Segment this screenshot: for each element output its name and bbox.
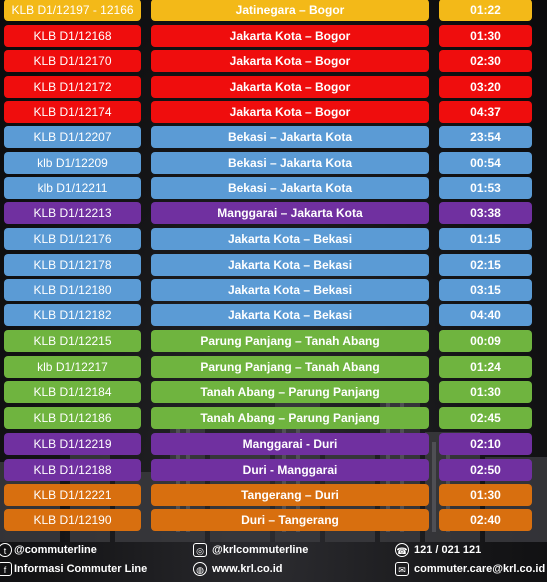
route-name: Tanah Abang – Parung Panjang bbox=[151, 381, 429, 403]
route-name: Bekasi – Jakarta Kota bbox=[151, 177, 429, 199]
route-name: Jakarta Kota – Bogor bbox=[151, 50, 429, 72]
departure-time: 01:30 bbox=[439, 381, 532, 403]
train-number: KLB D1/12219 bbox=[4, 433, 141, 455]
departure-time: 01:53 bbox=[439, 177, 532, 199]
globe-icon: ◍ bbox=[193, 562, 207, 576]
schedule-row: klb D1/12217 Parung Panjang – Tanah Abang… bbox=[0, 356, 547, 378]
route-name: Jakarta Kota – Bekasi bbox=[151, 228, 429, 250]
schedule-row: KLB D1/12207 Bekasi – Jakarta Kota 23:54 bbox=[0, 126, 547, 148]
route-name: Jakarta Kota – Bogor bbox=[151, 25, 429, 47]
schedule-row: KLB D1/12168 Jakarta Kota – Bogor 01:30 bbox=[0, 25, 547, 47]
facebook-icon: f bbox=[0, 562, 12, 576]
train-number: KLB D1/12207 bbox=[4, 126, 141, 148]
route-name: Jakarta Kota – Bogor bbox=[151, 76, 429, 98]
departure-time: 04:37 bbox=[439, 101, 532, 123]
phone-icon: ☎ bbox=[395, 543, 409, 557]
facebook-page[interactable]: Informasi Commuter Line bbox=[14, 563, 148, 575]
schedule-row: KLB D1/12176 Jakarta Kota – Bekasi 01:15 bbox=[0, 228, 547, 250]
train-number: KLB D1/12172 bbox=[4, 76, 141, 98]
departure-time: 00:09 bbox=[439, 330, 532, 352]
departure-time: 02:40 bbox=[439, 509, 532, 531]
departure-time: 04:40 bbox=[439, 304, 532, 326]
route-name: Manggarai – Jakarta Kota bbox=[151, 202, 429, 224]
schedule-row: KLB D1/12182 Jakarta Kota – Bekasi 04:40 bbox=[0, 304, 547, 326]
departure-time: 03:38 bbox=[439, 202, 532, 224]
website-link[interactable]: www.krl.co.id bbox=[212, 563, 283, 575]
route-name: Tangerang – Duri bbox=[151, 484, 429, 506]
departure-time: 02:30 bbox=[439, 50, 532, 72]
departure-time: 01:15 bbox=[439, 228, 532, 250]
route-name: Duri – Tangerang bbox=[151, 509, 429, 531]
route-name: Jakarta Kota – Bekasi bbox=[151, 279, 429, 301]
train-number: KLB D1/12197 - 12166 bbox=[4, 0, 141, 21]
footer-contacts: t @commuterline f Informasi Commuter Lin… bbox=[0, 540, 547, 582]
route-name: Parung Panjang – Tanah Abang bbox=[151, 330, 429, 352]
train-number: KLB D1/12215 bbox=[4, 330, 141, 352]
mail-icon: ✉ bbox=[395, 562, 409, 576]
route-name: Duri - Manggarai bbox=[151, 459, 429, 481]
train-number: klb D1/12217 bbox=[4, 356, 141, 378]
schedule-row: KLB D1/12219 Manggarai - Duri 02:10 bbox=[0, 433, 547, 455]
train-number: KLB D1/12168 bbox=[4, 25, 141, 47]
train-number: KLB D1/12176 bbox=[4, 228, 141, 250]
schedule-row: KLB D1/12197 - 12166 Jatinegara – Bogor 01… bbox=[0, 0, 547, 21]
departure-time: 00:54 bbox=[439, 152, 532, 174]
departure-time: 01:24 bbox=[439, 356, 532, 378]
route-name: Jakarta Kota – Bogor bbox=[151, 101, 429, 123]
train-number: KLB D1/12178 bbox=[4, 254, 141, 276]
route-name: Manggarai - Duri bbox=[151, 433, 429, 455]
route-name: Jakarta Kota – Bekasi bbox=[151, 254, 429, 276]
schedule-row: KLB D1/12174 Jakarta Kota – Bogor 04:37 bbox=[0, 101, 547, 123]
schedule-row: KLB D1/12213 Manggarai – Jakarta Kota 03:3… bbox=[0, 202, 547, 224]
train-number: klb D1/12209 bbox=[4, 152, 141, 174]
schedule-row: KLB D1/12170 Jakarta Kota – Bogor 02:30 bbox=[0, 50, 547, 72]
schedule-row: KLB D1/12180 Jakarta Kota – Bekasi 03:15 bbox=[0, 279, 547, 301]
twitter-handle[interactable]: @commuterline bbox=[14, 544, 97, 556]
email-address[interactable]: commuter.care@krl.co.id bbox=[414, 563, 546, 575]
schedule-row: KLB D1/12184 Tanah Abang – Parung Panjang… bbox=[0, 381, 547, 403]
departure-time: 03:15 bbox=[439, 279, 532, 301]
departure-time: 01:22 bbox=[439, 0, 532, 21]
twitter-icon: t bbox=[0, 543, 12, 557]
departure-time: 23:54 bbox=[439, 126, 532, 148]
schedule-row: klb D1/12209 Bekasi – Jakarta Kota 00:54 bbox=[0, 152, 547, 174]
route-name: Tanah Abang – Parung Panjang bbox=[151, 407, 429, 429]
departure-time: 02:10 bbox=[439, 433, 532, 455]
train-number: KLB D1/12186 bbox=[4, 407, 141, 429]
schedule-row: KLB D1/12186 Tanah Abang – Parung Panjang… bbox=[0, 407, 547, 429]
route-name: Bekasi – Jakarta Kota bbox=[151, 152, 429, 174]
route-name: Jakarta Kota – Bekasi bbox=[151, 304, 429, 326]
schedule-row: KLB D1/12188 Duri - Manggarai 02:50 bbox=[0, 459, 547, 481]
train-number: KLB D1/12190 bbox=[4, 509, 141, 531]
phone-number[interactable]: 121 / 021 121 bbox=[414, 544, 482, 556]
train-number: KLB D1/12182 bbox=[4, 304, 141, 326]
train-number: KLB D1/12221 bbox=[4, 484, 141, 506]
schedule-row: KLB D1/12178 Jakarta Kota – Bekasi 02:15 bbox=[0, 254, 547, 276]
schedule-row: klb D1/12211 Bekasi – Jakarta Kota 01:53 bbox=[0, 177, 547, 199]
departure-time: 02:15 bbox=[439, 254, 532, 276]
departure-time: 01:30 bbox=[439, 484, 532, 506]
train-number: KLB D1/12180 bbox=[4, 279, 141, 301]
route-name: Jatinegara – Bogor bbox=[151, 0, 429, 21]
schedule-row: KLB D1/12172 Jakarta Kota – Bogor 03:20 bbox=[0, 76, 547, 98]
train-number: KLB D1/12188 bbox=[4, 459, 141, 481]
instagram-icon: ◎ bbox=[193, 543, 207, 557]
train-number: KLB D1/12213 bbox=[4, 202, 141, 224]
departure-time: 02:45 bbox=[439, 407, 532, 429]
route-name: Bekasi – Jakarta Kota bbox=[151, 126, 429, 148]
departure-time: 02:50 bbox=[439, 459, 532, 481]
departure-time: 03:20 bbox=[439, 76, 532, 98]
schedule-row: KLB D1/12190 Duri – Tangerang 02:40 bbox=[0, 509, 547, 531]
departure-time: 01:30 bbox=[439, 25, 532, 47]
train-number: klb D1/12211 bbox=[4, 177, 141, 199]
route-name: Parung Panjang – Tanah Abang bbox=[151, 356, 429, 378]
train-number: KLB D1/12184 bbox=[4, 381, 141, 403]
schedule-row: KLB D1/12221 Tangerang – Duri 01:30 bbox=[0, 484, 547, 506]
instagram-handle[interactable]: @krlcommuterline bbox=[212, 544, 309, 556]
train-number: KLB D1/12174 bbox=[4, 101, 141, 123]
train-number: KLB D1/12170 bbox=[4, 50, 141, 72]
schedule-row: KLB D1/12215 Parung Panjang – Tanah Abang… bbox=[0, 330, 547, 352]
